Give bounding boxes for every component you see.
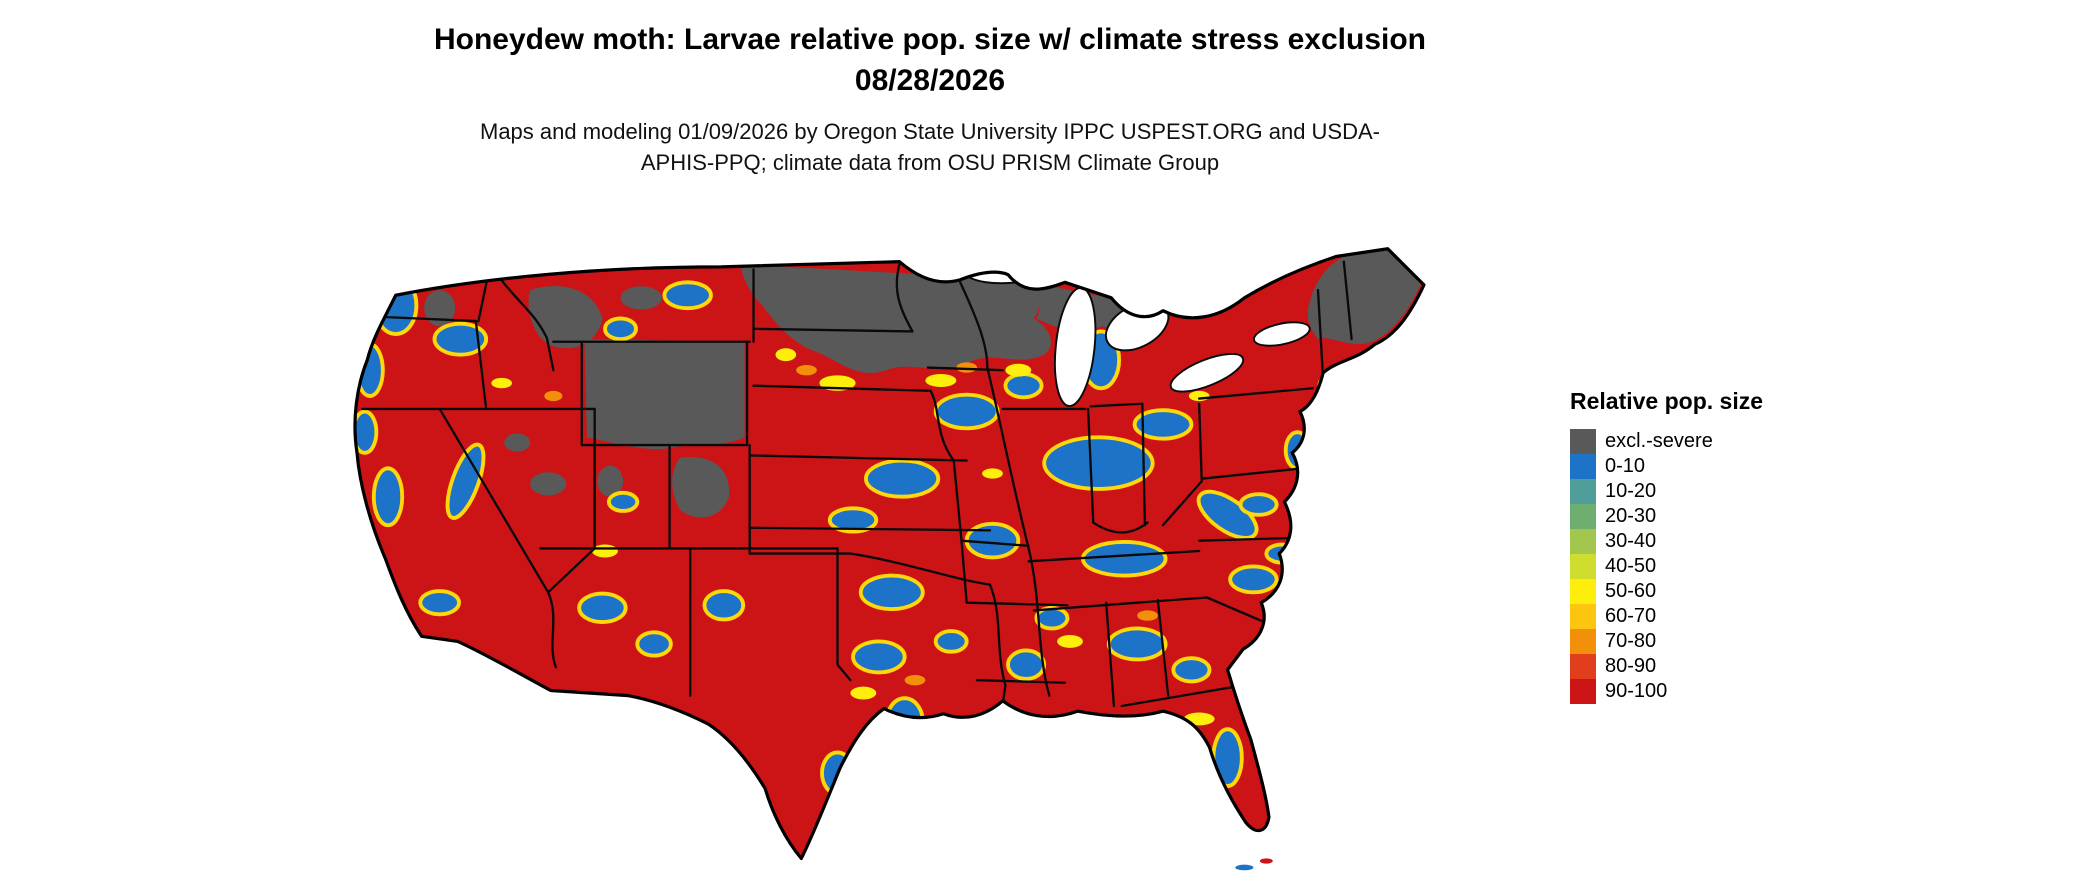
legend-swatch — [1570, 429, 1596, 454]
florida-keys — [1235, 858, 1273, 871]
legend-swatch — [1570, 454, 1596, 479]
legend-entry: 40-50 — [1570, 554, 1830, 579]
map-exclusion-regions — [424, 248, 1422, 518]
legend-label: 50-60 — [1605, 580, 1657, 602]
legend-entry: excl.-severe — [1570, 429, 1830, 454]
legend-label: 60-70 — [1605, 605, 1657, 627]
legend-entry: 80-90 — [1570, 654, 1830, 679]
map-midrange-yellow-regions — [491, 348, 1287, 726]
legend-label: 80-90 — [1605, 655, 1657, 677]
legend-label: 70-80 — [1605, 630, 1657, 652]
legend-swatch — [1570, 554, 1596, 579]
legend-title: Relative pop. size — [1570, 388, 1764, 414]
legend-entry: 10-20 — [1570, 479, 1830, 504]
title-block: Honeydew moth: Larvae relative pop. size… — [310, 20, 1550, 179]
us-map — [295, 215, 1535, 887]
legend-swatch — [1570, 654, 1596, 679]
legend-entry: 60-70 — [1570, 604, 1830, 629]
map-subtitle: Maps and modeling 01/09/2026 by Oregon S… — [480, 119, 1380, 175]
legend-entry: 70-80 — [1570, 629, 1830, 654]
legend-swatch — [1570, 529, 1596, 554]
legend-swatch — [1570, 504, 1596, 529]
legend-swatch — [1570, 479, 1596, 504]
legend-label: 90-100 — [1605, 680, 1668, 702]
us-map-svg — [353, 247, 1426, 871]
legend-swatch — [1570, 579, 1596, 604]
legend-label: 40-50 — [1605, 555, 1657, 577]
legend-entry: 0-10 — [1570, 454, 1830, 479]
legend-swatch — [1570, 604, 1596, 629]
us-outline — [353, 247, 1426, 861]
legend-rows: excl.-severe 0-10 10-20 20-30 30-40 40-50 50-6… — [1570, 429, 1830, 704]
legend-label: 30-40 — [1605, 530, 1657, 552]
legend-label: 20-30 — [1605, 505, 1657, 527]
legend: Relative pop. size excl.-severe 0-10 10-20… — [1570, 388, 1830, 704]
legend-entry: 30-40 — [1570, 529, 1830, 554]
legend-swatch — [1570, 629, 1596, 654]
legend-swatch — [1570, 679, 1596, 704]
legend-label: excl.-severe — [1605, 430, 1713, 452]
state-boundaries — [358, 260, 1353, 708]
legend-entry: 20-30 — [1570, 504, 1830, 529]
legend-label: 0-10 — [1605, 455, 1646, 477]
map-title: Honeydew moth: Larvae relative pop. size… — [433, 23, 1427, 97]
legend-label: 10-20 — [1605, 480, 1657, 502]
legend-entry: 50-60 — [1570, 579, 1830, 604]
legend-entry: 90-100 — [1570, 679, 1830, 704]
